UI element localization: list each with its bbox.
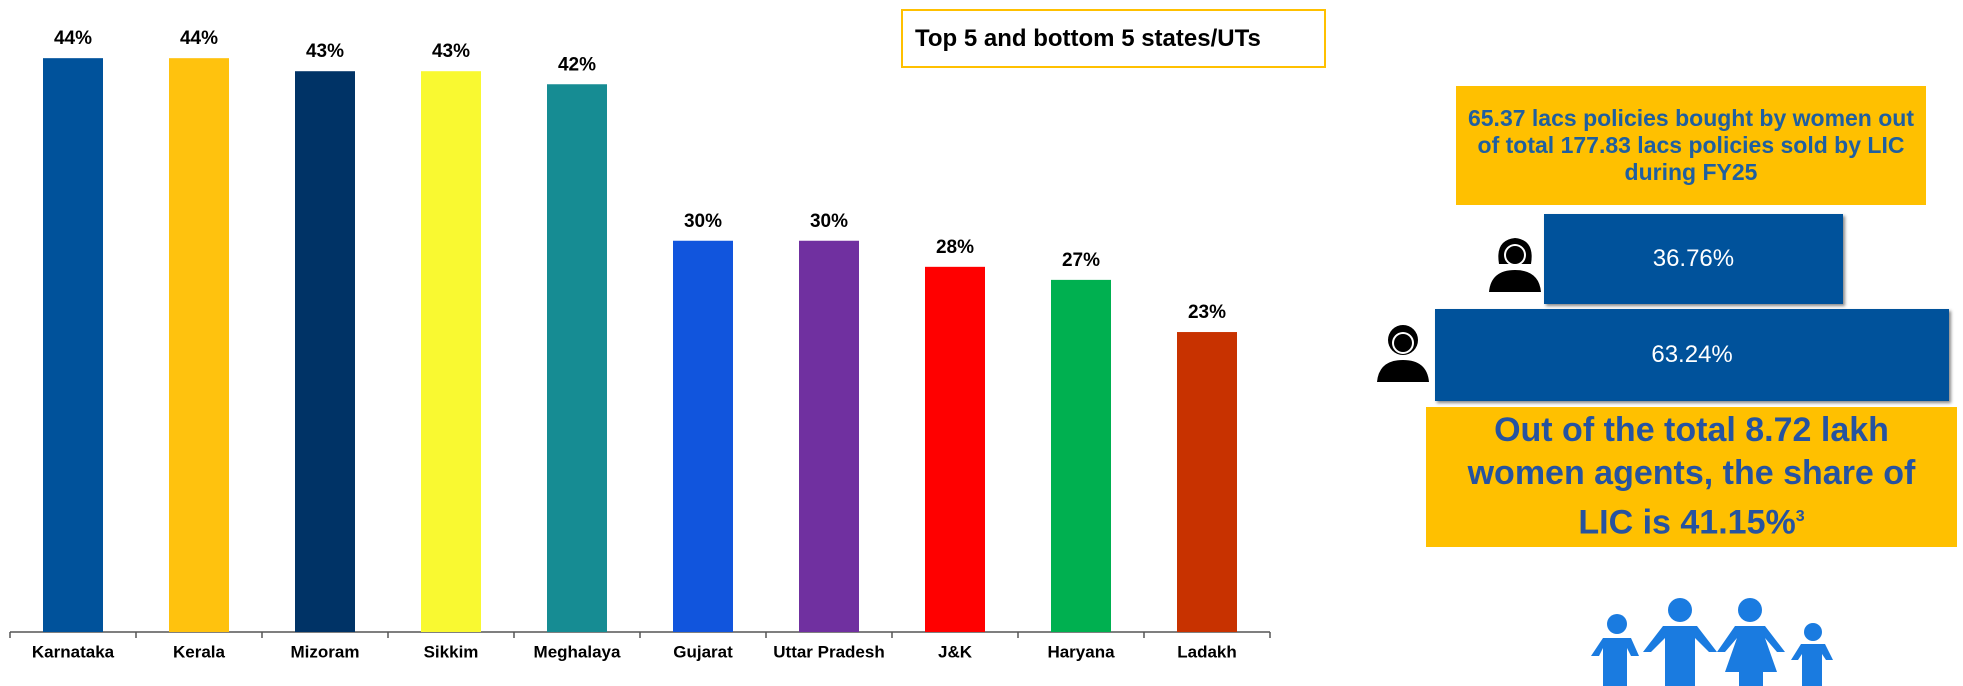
male-icon <box>1377 325 1429 382</box>
bar <box>295 71 355 633</box>
chart: Karnataka 44% Kerala 44% Mizoram 43% Sikkim 43%… <box>9 28 1271 661</box>
share-bar: 63.24% <box>1435 309 1950 401</box>
data-label: 30% <box>684 211 722 232</box>
data-label: 42% <box>558 54 596 75</box>
x-tick-label: Haryana <box>1047 642 1115 661</box>
bar <box>1177 332 1237 632</box>
x-tick-label: Mizoram <box>291 642 360 661</box>
bar <box>43 58 103 632</box>
data-label: 23% <box>1188 302 1226 323</box>
bar <box>673 240 733 632</box>
bar <box>421 71 481 633</box>
bar <box>1051 279 1111 632</box>
female-icon <box>1489 238 1541 292</box>
x-tick-label: Gujarat <box>673 642 733 661</box>
data-label: 43% <box>432 41 470 62</box>
policy-note: 65.37 lacs policies bought by women out … <box>1456 86 1926 205</box>
data-label: 30% <box>810 211 848 232</box>
agent-note: Out of the total 8.72 lakh women agents,… <box>1426 407 1957 547</box>
x-tick-label: Kerala <box>173 642 226 661</box>
x-tick-label: Sikkim <box>424 642 479 661</box>
x-tick-label: Karnataka <box>32 642 115 661</box>
x-tick-label: Uttar Pradesh <box>773 642 884 661</box>
data-label: 44% <box>180 28 218 49</box>
bar <box>799 240 859 632</box>
data-label: 28% <box>936 237 974 258</box>
x-tick-label: J&K <box>938 642 973 661</box>
share-bar: 36.76% <box>1544 214 1843 304</box>
data-label: 43% <box>306 41 344 62</box>
footnote: 3 <box>1795 508 1805 526</box>
bar <box>547 84 607 632</box>
chart-title: Top 5 and bottom 5 states/UTs <box>901 9 1326 68</box>
data-label: 44% <box>54 28 92 49</box>
bar <box>169 58 229 632</box>
agent-text: Out of the total 8.72 lakh women agents,… <box>1467 411 1916 542</box>
x-tick-label: Ladakh <box>1177 642 1237 661</box>
x-tick-label: Meghalaya <box>534 642 621 661</box>
share-label: 36.76% <box>1652 245 1735 272</box>
family-icon <box>1591 598 1833 686</box>
share-label: 63.24% <box>1651 341 1733 368</box>
bar <box>925 266 985 632</box>
data-label: 27% <box>1062 250 1100 271</box>
